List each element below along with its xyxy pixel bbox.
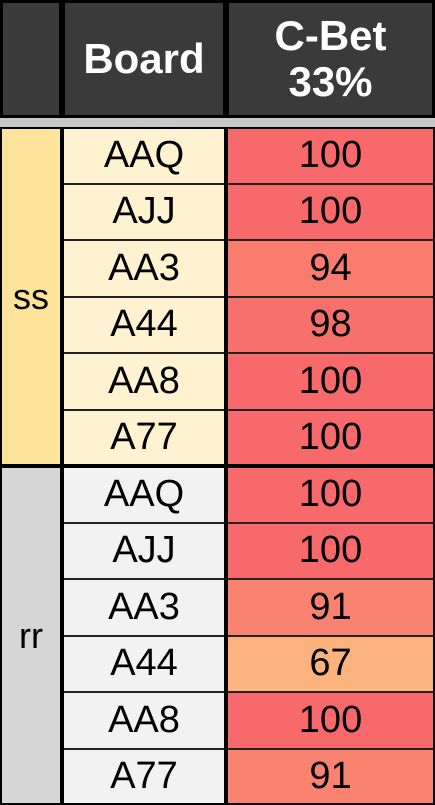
board-text: AA8	[108, 360, 180, 403]
board-cell: AA8	[62, 692, 226, 749]
board-text: AA3	[108, 247, 180, 290]
board-cell: A44	[62, 636, 226, 693]
cbet-cell: 91	[226, 579, 435, 636]
cbet-value: 100	[299, 699, 362, 742]
cbet-cell: 67	[226, 636, 435, 693]
board-cell: A77	[62, 749, 226, 805]
group-label: rr	[19, 615, 43, 657]
board-text: AJJ	[112, 190, 175, 233]
cbet-cell: 98	[226, 297, 435, 354]
board-cell: AAQ	[62, 127, 226, 184]
board-cell: A77	[62, 410, 226, 467]
board-text: A44	[110, 303, 178, 346]
cbet-value: 100	[299, 529, 362, 572]
cbet-cell: 100	[226, 127, 435, 184]
cbet-cell: 100	[226, 692, 435, 749]
cbet-value: 98	[309, 303, 351, 346]
board-text: A44	[110, 642, 178, 685]
header-cbet-label: C-Bet 33%	[275, 13, 387, 105]
cbet-value: 100	[299, 190, 362, 233]
cbet-value: 100	[299, 134, 362, 177]
group-label: ss	[13, 276, 49, 318]
header-board-cell: Board	[62, 0, 226, 118]
header-board-label: Board	[83, 36, 204, 82]
group-label-cell: rr	[0, 466, 62, 805]
cbet-value: 67	[309, 642, 351, 685]
cbet-value: 91	[309, 586, 351, 629]
board-text: AAQ	[104, 134, 184, 177]
cbet-value: 94	[309, 247, 351, 290]
board-cell: AA8	[62, 353, 226, 410]
cbet-cell: 100	[226, 466, 435, 523]
board-cell: AA3	[62, 579, 226, 636]
cbet-cell: 100	[226, 184, 435, 241]
cbet-value: 100	[299, 360, 362, 403]
group-label-cell: ss	[0, 127, 62, 466]
board-text: AJJ	[112, 529, 175, 572]
board-cell: A44	[62, 297, 226, 354]
board-cell: AAQ	[62, 466, 226, 523]
header-cbet-cell: C-Bet 33%	[226, 0, 435, 118]
board-text: AA8	[108, 699, 180, 742]
cbet-cell: 100	[226, 410, 435, 467]
header-separator	[0, 118, 435, 127]
cbet-value: 91	[309, 755, 351, 798]
cbet-cell: 94	[226, 240, 435, 297]
board-text: AA3	[108, 586, 180, 629]
cbet-value: 100	[299, 416, 362, 459]
cbet-value: 100	[299, 473, 362, 516]
cbet-cell: 100	[226, 353, 435, 410]
cbet-cell: 100	[226, 523, 435, 580]
board-cell: AA3	[62, 240, 226, 297]
header-corner-cell	[0, 0, 62, 118]
board-cell: AJJ	[62, 184, 226, 241]
board-text: AAQ	[104, 473, 184, 516]
board-text: A77	[110, 755, 178, 798]
board-cell: AJJ	[62, 523, 226, 580]
cbet-cell: 91	[226, 749, 435, 805]
board-text: A77	[110, 416, 178, 459]
